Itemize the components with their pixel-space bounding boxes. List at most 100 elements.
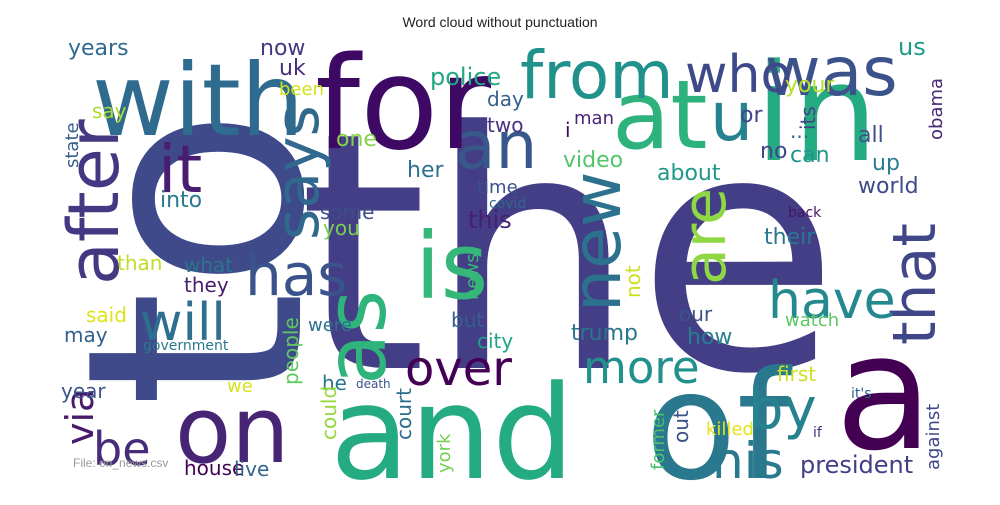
word-death: death [356, 377, 391, 391]
word-but: but [451, 308, 484, 332]
word-could: could [317, 386, 341, 440]
word-he: he [322, 371, 347, 395]
word-uk: uk [279, 56, 306, 81]
word-it: it [158, 131, 202, 208]
word-has: has [245, 241, 348, 309]
word-two: two [487, 113, 523, 137]
word-is: is [415, 213, 489, 320]
word-first: first [777, 362, 816, 386]
word-man: man [574, 108, 614, 129]
word-house: house [184, 456, 244, 480]
word-trump: trump [571, 321, 638, 346]
word-a: a [835, 299, 933, 486]
word-say: say [92, 99, 127, 123]
word-day: day [487, 87, 524, 111]
word-people: people [279, 317, 303, 385]
word-our: our [679, 302, 713, 326]
word-are: are [670, 188, 740, 285]
word-said: said [86, 303, 127, 327]
word-more: more [583, 341, 700, 394]
word-were: were [308, 315, 352, 336]
word-and: and [330, 357, 575, 500]
word-than: than [117, 251, 162, 275]
word-on: on [175, 377, 290, 484]
word-as: as [307, 290, 405, 385]
word-years: years [68, 36, 129, 61]
word-one: one [336, 127, 377, 152]
word-city: city [477, 329, 513, 353]
word-if: if [813, 425, 823, 441]
word-or: or [740, 103, 763, 128]
word-by: by [748, 377, 817, 442]
chart-title: Word cloud without punctuation [402, 14, 598, 30]
word-it-s: it's [851, 386, 872, 402]
word-about: about [657, 161, 721, 186]
word-in: in [755, 35, 878, 192]
word-they: they [184, 273, 229, 297]
word-to: to [22, 107, 371, 408]
word-its: its [796, 106, 820, 130]
word-time: time [477, 177, 518, 198]
word-out: out [669, 410, 693, 443]
word-video: video [563, 148, 623, 173]
word-says: says [263, 105, 333, 240]
word-over: over [405, 341, 512, 397]
word-from: from [520, 37, 674, 114]
word-year: year [61, 379, 106, 403]
word-after: after [53, 119, 135, 285]
word-the: the [298, 62, 840, 446]
word-be: be [93, 422, 151, 476]
word-can: can [790, 143, 830, 168]
word-not: not [621, 265, 645, 298]
word-obama: obama [926, 78, 947, 140]
word-live: live [234, 457, 269, 481]
word-his: his [712, 432, 784, 490]
word-against: against [923, 404, 944, 470]
word-killed: killed [706, 419, 754, 440]
word-for: for [315, 30, 491, 179]
word-former: former [648, 409, 669, 470]
word-government: government [143, 338, 229, 354]
word-new: new [558, 171, 637, 312]
word-via: via [58, 389, 102, 445]
word-of: of [645, 340, 793, 500]
word-covid: covid [489, 196, 526, 212]
word-u: u [710, 78, 753, 157]
word-all: all [858, 123, 884, 148]
word-us: us [898, 33, 926, 61]
word-this: this [468, 206, 512, 234]
word-i: i [565, 118, 571, 142]
word-been: been [279, 79, 324, 100]
word-up: up [872, 151, 900, 176]
word-watch: watch [785, 310, 839, 331]
word-have: have [768, 271, 896, 331]
word-we: we [227, 376, 253, 397]
word-world: world [858, 174, 919, 199]
word-state: state [62, 122, 83, 168]
word-back: back [788, 205, 822, 221]
word-at: at [612, 61, 707, 171]
word-police: police [430, 63, 501, 91]
word-court: court [392, 388, 416, 440]
word-no: no [760, 139, 787, 164]
word-her: her [407, 158, 444, 183]
word-news: news [462, 253, 483, 300]
word-president: president [800, 451, 913, 479]
word-will: will [140, 293, 226, 353]
word-their: their [764, 225, 816, 250]
word-york: york [434, 433, 455, 473]
word-now: now [260, 36, 305, 61]
word-: ... [790, 119, 809, 143]
word-an: an [455, 107, 537, 184]
word-was: was [765, 33, 898, 112]
word-you: you [323, 216, 360, 240]
word-how: how [687, 325, 732, 350]
file-note: File: on_news.csv [73, 456, 169, 470]
word-some: some [320, 200, 374, 224]
word-who: who [685, 45, 792, 105]
word-into: into [160, 188, 202, 213]
word-with: with [92, 42, 304, 159]
word-what: what [184, 253, 233, 277]
